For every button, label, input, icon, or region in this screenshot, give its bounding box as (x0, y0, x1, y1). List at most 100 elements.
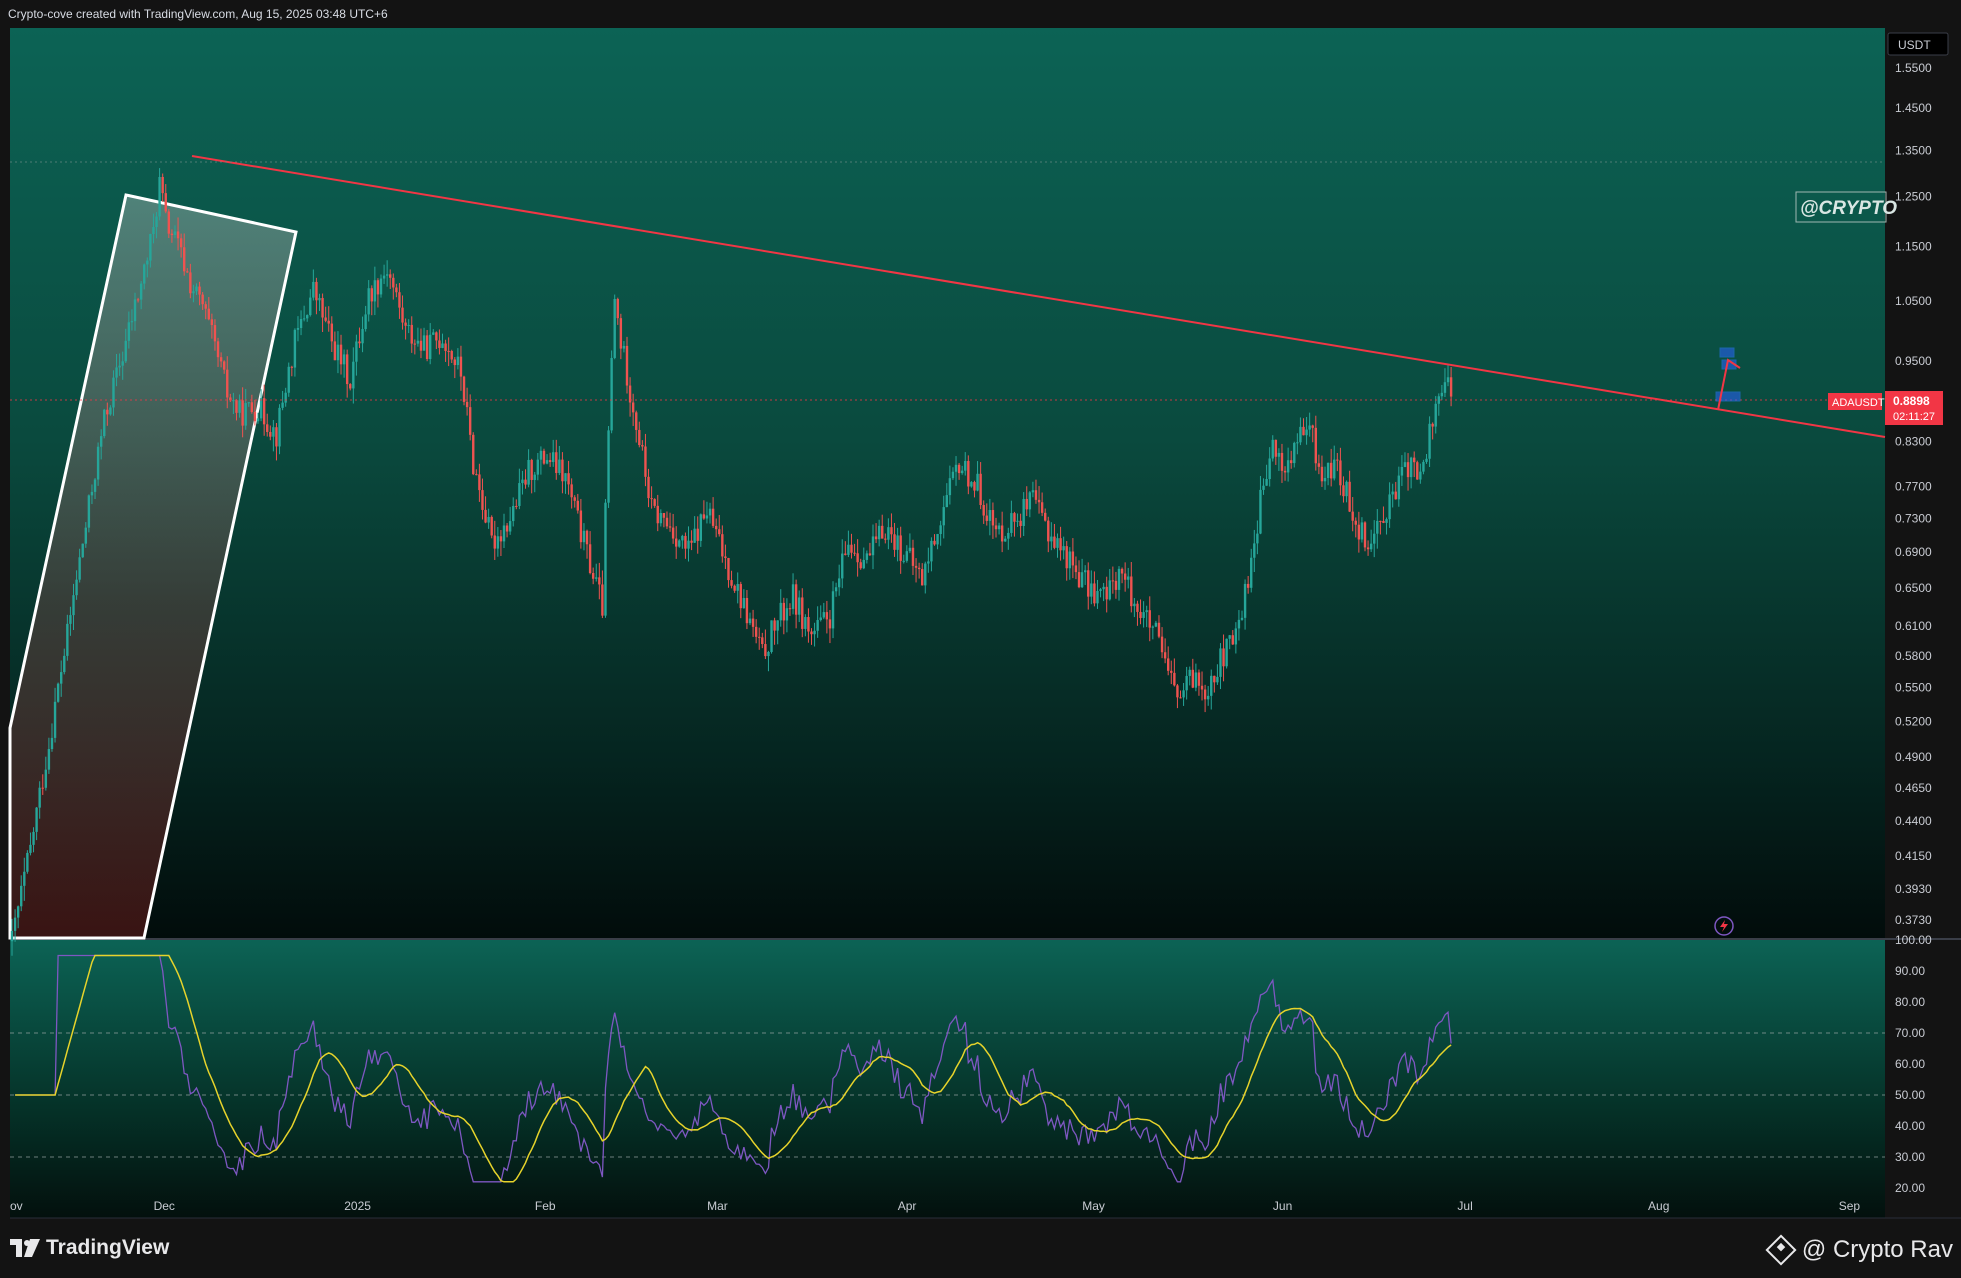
chart-canvas[interactable]: @CRYPTO 1.55001.45001.35001.25001.15001.… (0, 0, 1961, 1222)
time-tick-label: Dec (154, 1199, 175, 1213)
candle-body (364, 314, 367, 330)
replay-icon[interactable] (1714, 916, 1734, 936)
candle-body (75, 579, 78, 596)
candle-body (877, 525, 881, 540)
watermark-text: @CRYPTO (1800, 198, 1897, 219)
candle-body (459, 356, 463, 377)
price-tick-label: 0.6900 (1895, 545, 1932, 559)
candle-body (684, 535, 687, 549)
candle-body (650, 498, 653, 500)
candle-body (1037, 499, 1041, 503)
candle-body (714, 525, 718, 530)
candle-body (748, 618, 752, 624)
candle-body (745, 598, 749, 624)
candle-body (644, 446, 647, 477)
watermark-box (1795, 191, 1887, 223)
candle-body (927, 561, 930, 564)
arrow-marker (1717, 358, 1741, 411)
candle-body (226, 369, 229, 398)
candle-body (1345, 481, 1348, 497)
candle-body (758, 636, 761, 638)
candle-body (991, 510, 995, 526)
currency-label[interactable]: USDT (1887, 32, 1949, 56)
candle-body (342, 354, 346, 365)
candle-body (850, 544, 853, 553)
candle-body (570, 484, 573, 498)
candle-body (822, 612, 825, 618)
price-tick-label: 1.4500 (1895, 101, 1932, 115)
candle-body (404, 322, 407, 326)
candle-body (63, 655, 66, 673)
candle-body (767, 651, 770, 657)
candle-body (250, 402, 254, 413)
candle-body (1176, 685, 1179, 698)
candle-body (53, 701, 57, 738)
candle-body (1114, 580, 1118, 590)
candle-body (253, 412, 257, 422)
candle-body (373, 280, 377, 302)
candle-body (1096, 590, 1099, 604)
candle-body (1237, 619, 1241, 629)
candle-body (361, 329, 364, 344)
candle-body (425, 335, 429, 359)
candle-body (1363, 522, 1367, 548)
resistance-trendline[interactable] (191, 155, 1886, 438)
candle-body (1130, 576, 1133, 607)
candle-body (321, 298, 324, 318)
price-tick-label: 1.3500 (1895, 144, 1932, 158)
candle-body (1133, 603, 1136, 607)
price-tick-label: 0.6100 (1895, 619, 1932, 633)
candle-body (893, 534, 896, 550)
candle-body (1145, 610, 1148, 613)
candle-body (352, 361, 355, 389)
candle-body (1053, 536, 1056, 548)
candle-body (1268, 458, 1271, 480)
candle-body (997, 525, 1001, 530)
candle-body (1280, 452, 1284, 471)
candle-body (1074, 565, 1078, 573)
candle-body (1111, 580, 1115, 582)
rsi-tick-label: 90.00 (1895, 964, 1925, 978)
candle-body (345, 354, 349, 385)
candle-body (1025, 498, 1028, 510)
candle-body (521, 479, 524, 484)
candle-body (841, 553, 844, 579)
candle-body (542, 450, 546, 464)
candle-body (1376, 520, 1379, 534)
candle-body (601, 584, 604, 616)
rsi-line (15, 954, 1452, 1183)
candle-body (324, 317, 327, 321)
candle-body (462, 376, 466, 402)
candle-body (887, 527, 890, 540)
candle-body (398, 292, 401, 308)
candle-body (269, 431, 272, 437)
candle-body (219, 357, 223, 362)
candle-body (871, 536, 875, 556)
candle-body (229, 397, 232, 401)
candle-body (1311, 425, 1314, 428)
candle-body (1068, 551, 1071, 569)
candle-body (355, 341, 358, 362)
candle-body (1234, 628, 1238, 645)
candle-body (315, 281, 318, 301)
candle-body (985, 515, 988, 521)
candle-body (1127, 576, 1130, 580)
candle-body (1010, 513, 1013, 533)
candle-body (247, 402, 250, 404)
rsi-ma-line (15, 954, 1452, 1183)
candle-body (890, 527, 893, 535)
candle-body (730, 580, 733, 586)
candle-body (502, 525, 506, 542)
candle-body (1391, 491, 1394, 495)
rising-channel (8, 193, 298, 940)
candle-body (1416, 462, 1419, 480)
price-tick-label: 1.2500 (1895, 190, 1932, 204)
tradingview-logo[interactable]: TradingView (10, 1236, 169, 1260)
candle-body (201, 294, 204, 305)
breakout-markers (1715, 347, 1741, 411)
candle-body (244, 403, 247, 426)
candle-body (198, 286, 201, 295)
candle-body (1031, 490, 1035, 493)
candle-body (505, 525, 509, 532)
candle-body (259, 398, 263, 419)
